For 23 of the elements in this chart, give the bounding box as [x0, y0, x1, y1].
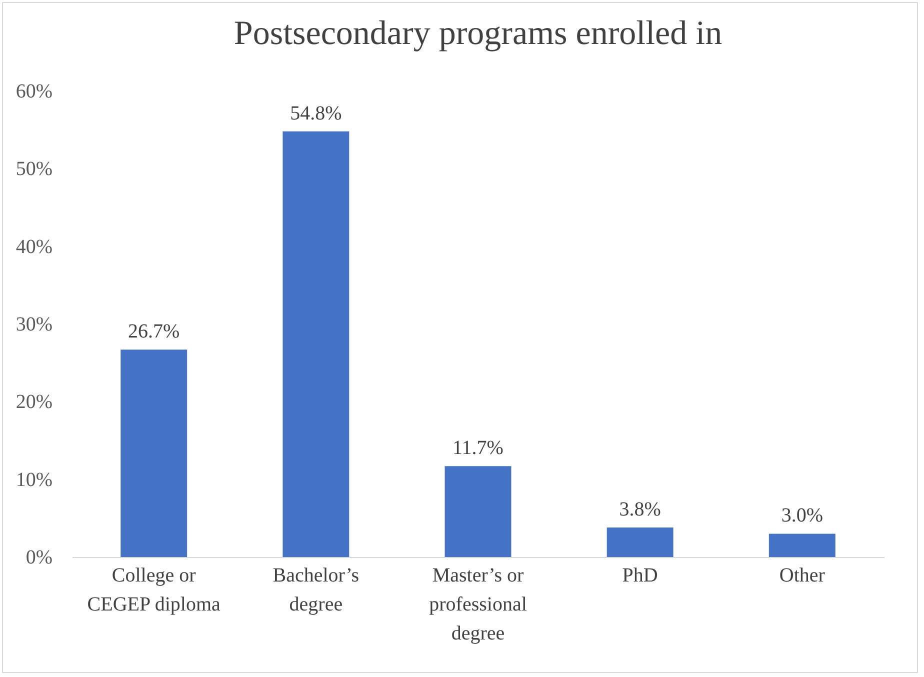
y-tick-label: 40% [16, 236, 52, 258]
y-tick-label: 60% [16, 80, 52, 102]
chart-title: Postsecondary programs enrolled in [234, 15, 722, 52]
y-tick-label: 20% [16, 391, 52, 414]
data-label: 54.8% [290, 102, 342, 124]
x-tick-label: Bachelor’s degree [272, 564, 360, 616]
data-label: 11.7% [452, 437, 504, 460]
bar [282, 131, 350, 557]
bar [120, 350, 188, 557]
data-label: 3.8% [619, 498, 661, 520]
y-tick-label: 0% [26, 546, 52, 568]
bar [768, 534, 836, 557]
y-tick-label: 30% [16, 314, 52, 336]
bar [444, 466, 512, 557]
data-label: 3.0% [781, 504, 823, 527]
y-tick-label: 50% [16, 158, 52, 180]
x-tick-label: PhD [622, 564, 658, 586]
x-tick-label: Other [779, 564, 826, 586]
x-tick-label: College or CEGEP diploma [87, 564, 221, 616]
data-label: 26.7% [128, 320, 180, 343]
x-tick-label: Master’s or professional degree [429, 564, 528, 644]
bar [606, 527, 674, 557]
y-tick-label: 10% [16, 468, 52, 491]
